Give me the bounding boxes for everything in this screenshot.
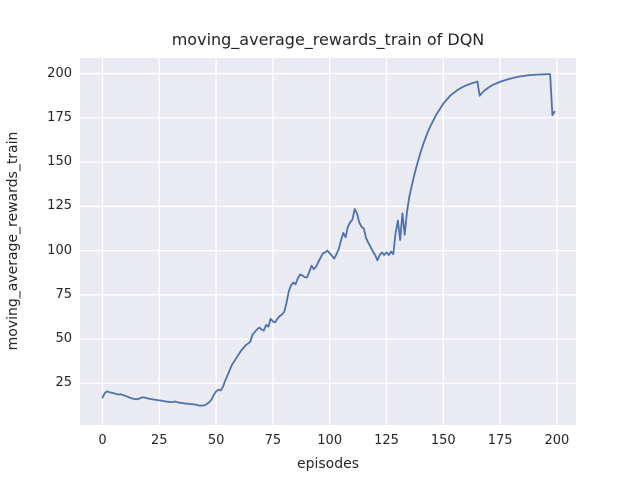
y-tick-label: 25 xyxy=(55,375,72,391)
chart-title: moving_average_rewards_train of DQN xyxy=(171,30,485,49)
y-tick-label: 175 xyxy=(47,109,72,125)
x-tick-label: 50 xyxy=(207,433,225,448)
y-tick-label: 150 xyxy=(47,154,72,170)
x-tick-label: 100 xyxy=(317,433,343,448)
y-tick-label: 200 xyxy=(47,65,72,81)
y-tick-label: 50 xyxy=(55,331,72,347)
x-tick-label: 75 xyxy=(264,433,282,448)
x-tick-label: 200 xyxy=(544,433,570,448)
line-chart-svg xyxy=(80,58,576,425)
x-tick-label: 0 xyxy=(98,433,107,448)
data-line xyxy=(101,73,556,407)
x-tick-label: 25 xyxy=(151,433,168,448)
x-tick-label: 150 xyxy=(430,433,456,448)
y-tick-label: 100 xyxy=(47,242,72,258)
plot-area xyxy=(80,58,576,425)
y-tick-label: 75 xyxy=(55,286,72,302)
x-tick-label: 175 xyxy=(487,433,513,448)
x-axis-label: episodes xyxy=(296,456,360,472)
x-tick-label: 125 xyxy=(374,433,399,448)
y-tick-label: 125 xyxy=(47,198,72,214)
